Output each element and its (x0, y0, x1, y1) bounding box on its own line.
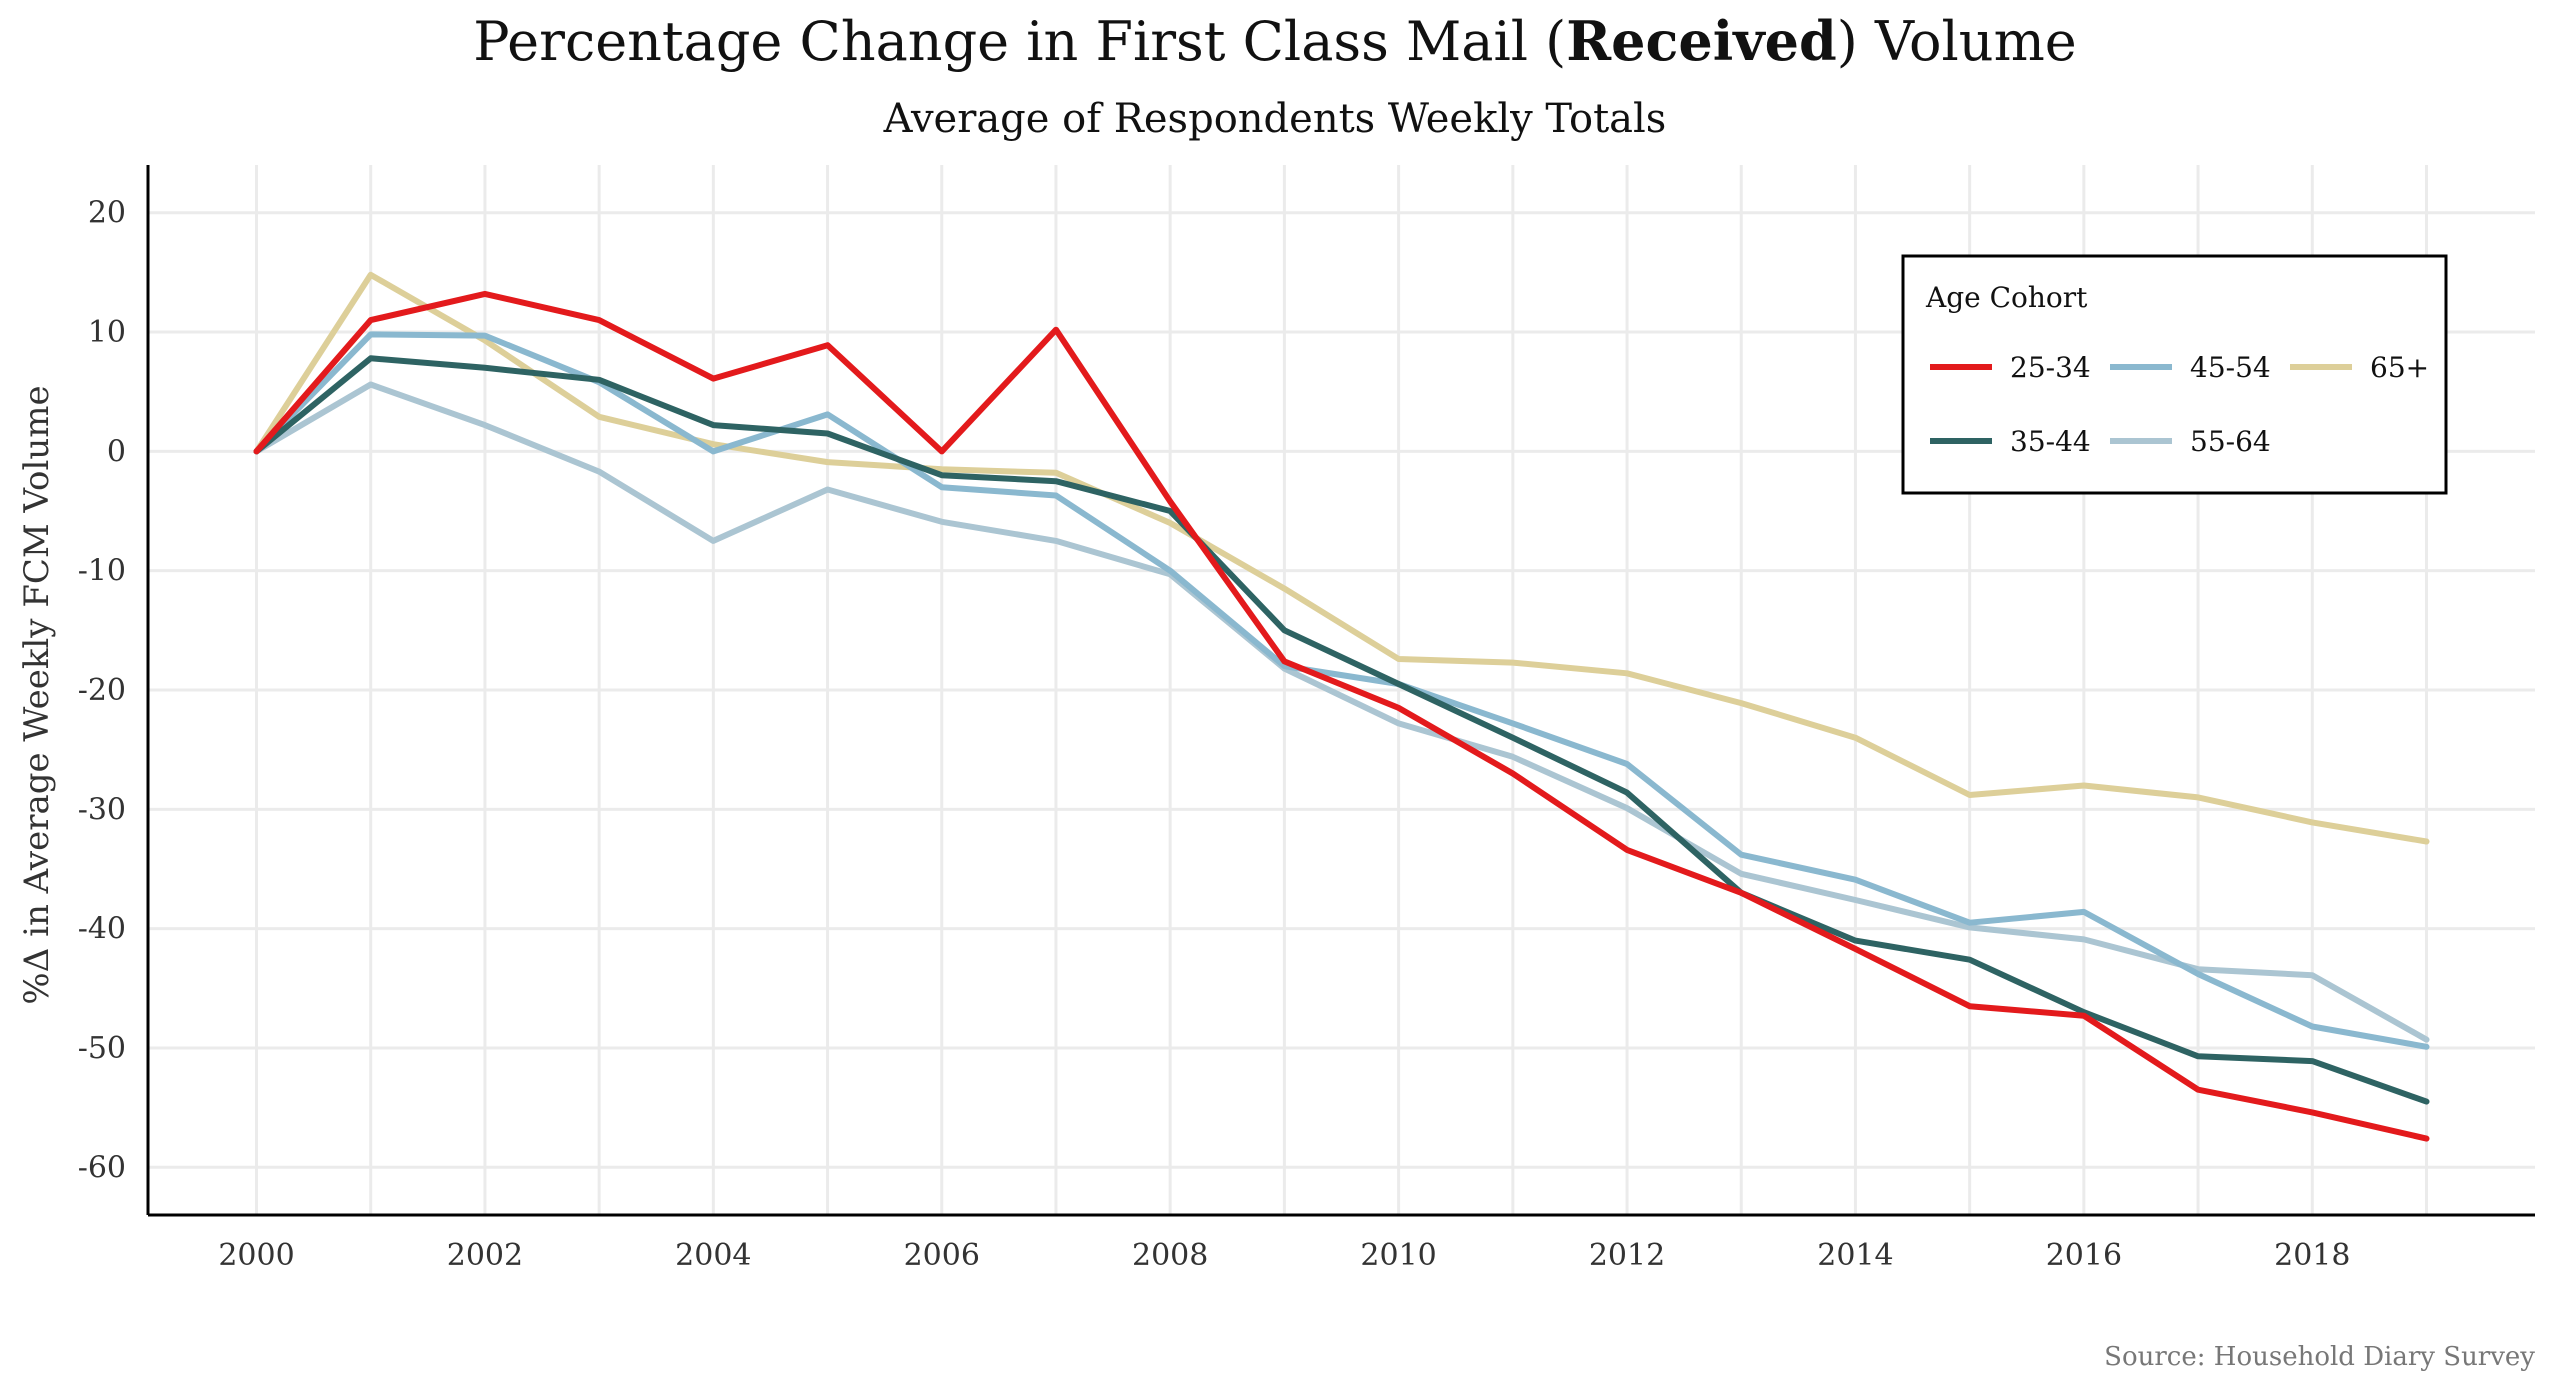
y-tick-label: -30 (78, 792, 126, 827)
legend-item-25-34: 25-34 (1930, 351, 2091, 384)
legend-title: Age Cohort (1925, 281, 2088, 314)
series-line-65+ (253, 271, 2430, 845)
source-caption: Source: Household Diary Survey (2104, 1342, 2535, 1372)
series-line-25-34 (253, 290, 2430, 1142)
y-tick-labels: 20 10 0 -10 -20 -30 -40 -50 -60 (78, 196, 126, 1186)
x-tick-label: 2012 (1589, 1238, 1665, 1273)
y-tick-label: 20 (88, 196, 126, 231)
chart-subtitle: Average of Respondents Weekly Totals (883, 96, 1667, 142)
x-tick-label: 2010 (1360, 1238, 1436, 1273)
x-tick-label: 2016 (2046, 1238, 2122, 1273)
x-tick-label: 2004 (675, 1238, 751, 1273)
x-tick-label: 2018 (2274, 1238, 2350, 1273)
legend-label: 65+ (2370, 351, 2429, 384)
legend-item-45-54: 45-54 (2110, 351, 2271, 384)
legend-label: 55-64 (2190, 425, 2271, 458)
legend-label: 35-44 (2010, 425, 2091, 458)
series-line-35-44 (253, 355, 2430, 1105)
series-line-55-64 (253, 381, 2430, 1043)
series-lines (253, 271, 2430, 1142)
x-tick-label: 2008 (1132, 1238, 1208, 1273)
y-tick-label: 10 (88, 315, 126, 350)
y-tick-label: -10 (78, 554, 126, 589)
chart-title-suffix: ) Volume (1837, 10, 2077, 73)
y-tick-label: -40 (78, 912, 126, 947)
axes (146, 165, 2535, 1217)
x-tick-label: 2000 (218, 1238, 294, 1273)
y-axis-label: %Δ in Average Weekly FCM Volume (17, 385, 57, 1004)
y-tick-label: -50 (78, 1031, 126, 1066)
legend-item-55-64: 55-64 (2110, 425, 2271, 458)
y-tick-label: -60 (78, 1150, 126, 1185)
legend-item-65+: 65+ (2290, 351, 2429, 384)
chart-title-bold: Received (1566, 9, 1836, 73)
chart-title-prefix: Percentage Change in First Class Mail ( (473, 10, 1566, 73)
y-tick-label: -20 (78, 673, 126, 708)
chart-title: Percentage Change in First Class Mail (R… (473, 9, 2076, 73)
legend-label: 45-54 (2190, 351, 2271, 384)
x-tick-label: 2006 (904, 1238, 980, 1273)
legend-items: 25-34 45-54 65+ 35-44 55-64 (1930, 351, 2429, 458)
x-tick-label: 2014 (1817, 1238, 1893, 1273)
legend: Age Cohort 25-34 45-54 65+ 35-44 55-64 (1901, 254, 2448, 495)
x-tick-label: 2002 (447, 1238, 523, 1273)
series-line-45-54 (253, 331, 2430, 1050)
legend-box (1901, 254, 2448, 495)
x-tick-labels: 2000 2002 2004 2006 2008 2010 2012 2014 2016 2018 (218, 1238, 2350, 1273)
legend-item-35-44: 35-44 (1930, 425, 2091, 458)
legend-label: 25-34 (2010, 351, 2091, 384)
y-tick-label: 0 (107, 434, 126, 469)
